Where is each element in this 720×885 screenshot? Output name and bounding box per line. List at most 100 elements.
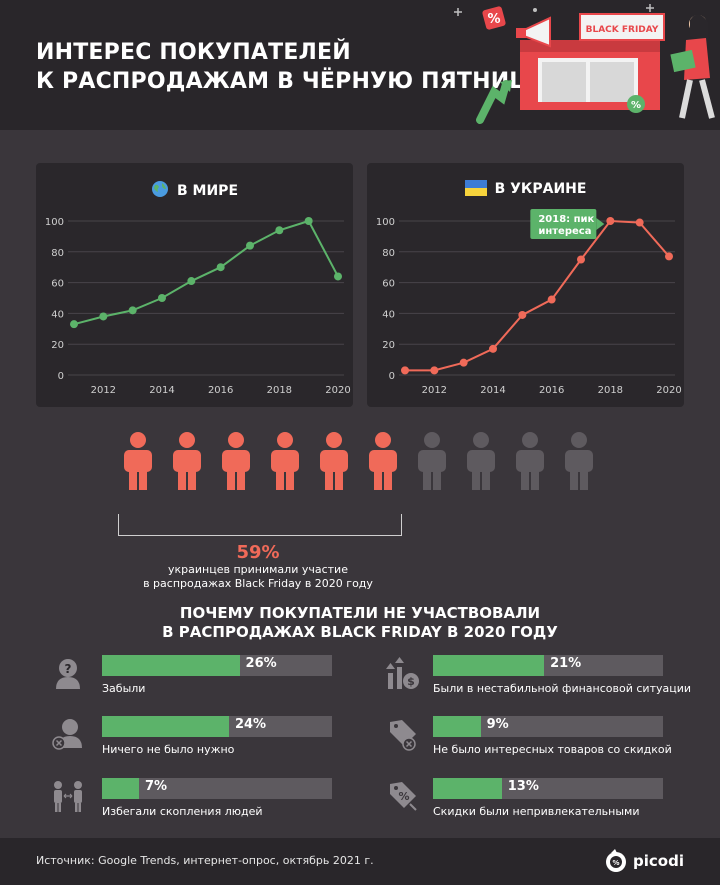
reason-label: Избегали скопления людей: [102, 805, 263, 818]
svg-text:%: %: [398, 790, 409, 803]
reason-item: 21% Были в нестабильной финансовой ситуа…: [433, 655, 720, 705]
reason-value: 24%: [234, 717, 267, 732]
svg-text:?: ?: [65, 662, 72, 676]
y-tick-label: 100: [45, 217, 64, 228]
page-title: ИНТЕРЕС ПОКУПАТЕЛЕЙ К РАСПРОДАЖАМ В ЧЁРН…: [36, 38, 547, 96]
person-icon: [516, 432, 544, 490]
x-tick-label: 2012: [91, 385, 116, 396]
finance-arrows-icon: $: [386, 657, 419, 689]
participation-caption-line-2: в распродажах Black Friday в 2020 году: [143, 577, 373, 590]
y-tick-label: 0: [389, 371, 395, 382]
participation-percent: 59%: [236, 542, 280, 563]
reason-value: 21%: [550, 656, 582, 671]
line-chart-world: 0 20 40 60 80 100 2012 2014 2016 2018 2020: [45, 217, 351, 396]
data-point: [518, 310, 527, 319]
reason-bar-fill: [433, 716, 481, 737]
reason-bar-track: [433, 778, 663, 799]
reason-item: 13% Скидки были непривлекательными: [433, 778, 720, 828]
chart-panel-ukraine: В УКРАИНЕ 0 20 40 60 80 100 2012 2014 2016 2018 20…: [367, 163, 684, 407]
reasons-title-line-2: В РАСПРОДАЖАХ BLACK FRIDAY В 2020 ГОДУ: [162, 623, 558, 641]
reason-bar-track: [433, 655, 663, 676]
data-point: [547, 295, 556, 304]
data-point: [334, 272, 342, 281]
picodi-logo-text: picodi: [633, 852, 684, 870]
svg-text:%: %: [487, 12, 500, 27]
people-icons-row: [124, 432, 593, 490]
y-tick-label: 20: [382, 340, 395, 351]
tag-percent-icon: %: [390, 782, 417, 811]
y-tick-label: 40: [382, 309, 395, 320]
reason-item: 9% Не было интересных товаров со скидкой: [433, 716, 720, 766]
reason-item: 7% Избегали скопления людей: [102, 778, 402, 828]
question-head-icon: ?: [56, 659, 80, 689]
y-tick-label: 60: [51, 279, 64, 290]
picodi-logo-icon: %: [606, 849, 626, 872]
person-icon: [418, 432, 446, 490]
x-tick-label: 2014: [480, 385, 505, 396]
x-tick-label: 2018: [267, 385, 292, 396]
header: ИНТЕРЕС ПОКУПАТЕЛЕЙ К РАСПРОДАЖАМ В ЧЁРН…: [0, 0, 720, 130]
highlight-bracket: [118, 514, 402, 536]
chart-panel-world: В МИРЕ 0 20 40 60 80 100 2012 2014 2016 2018 2020: [36, 163, 353, 407]
data-point: [665, 252, 673, 261]
y-tick-label: 100: [376, 217, 395, 228]
y-tick-label: 80: [382, 248, 395, 259]
person-icon: [173, 432, 201, 490]
reason-item: 26% Забыли: [102, 655, 402, 705]
reason-bar-fill: [102, 778, 140, 799]
x-tick-label: 2014: [149, 385, 174, 396]
x-tick-label: 2018: [598, 385, 623, 396]
reason-label: Скидки были непривлекательными: [433, 805, 640, 818]
person-icon: [565, 432, 593, 490]
data-point: [304, 217, 313, 225]
reason-value: 9%: [486, 717, 509, 732]
line-chart-ukraine: 0 20 40 60 80 100 2012 2014 2016 2018 2020 2018: пи…: [376, 209, 682, 396]
data-point: [577, 255, 585, 264]
source-text: Источник: Google Trends, интернет-опрос,…: [36, 854, 374, 867]
y-tick-label: 80: [51, 248, 64, 259]
participation-caption: украинцев принимали участие в распродажа…: [118, 563, 398, 591]
x-tick-label: 2016: [539, 385, 564, 396]
data-point: [635, 218, 644, 227]
data-point: [158, 294, 166, 302]
reason-bar-fill: [102, 716, 229, 737]
x-tick-label: 2012: [422, 385, 447, 396]
footer: Источник: Google Trends, интернет-опрос,…: [0, 838, 720, 885]
data-point: [70, 320, 78, 329]
svg-text:%: %: [612, 859, 619, 867]
person-icon: [271, 432, 299, 490]
data-point: [99, 312, 108, 321]
reason-bar-fill: [433, 778, 502, 799]
x-tick-label: 2020: [656, 385, 681, 396]
person-icon: [369, 432, 397, 490]
reason-bar-track: [433, 716, 663, 737]
reason-bar-track: [102, 655, 332, 676]
crowd-icon: [54, 781, 82, 812]
globe-icon: [151, 181, 168, 197]
person-icon: [222, 432, 250, 490]
chart-title-ukraine: В УКРАИНЕ: [367, 180, 684, 197]
page-title-line-2: К РАСПРОДАЖАМ В ЧЁРНУЮ ПЯТНИЦУ: [36, 69, 548, 94]
data-point: [275, 226, 284, 235]
reasons-title-line-1: ПОЧЕМУ ПОКУПАТЕЛИ НЕ УЧАСТВОВАЛИ: [179, 604, 541, 622]
reason-bar-track: [102, 716, 332, 737]
chart-title-world-text: В МИРЕ: [176, 183, 239, 199]
data-point: [459, 358, 468, 367]
svg-text:$: $: [407, 675, 415, 688]
reason-label: Были в нестабильной финансовой ситуации: [433, 682, 692, 695]
x-tick-label: 2016: [208, 385, 233, 396]
reason-value: 26%: [245, 656, 277, 671]
x-tick-label: 2020: [325, 385, 350, 396]
data-point: [489, 344, 497, 353]
annotation-line: 2018: пик: [538, 214, 594, 225]
y-tick-label: 40: [51, 309, 64, 320]
reason-item: 24% Ничего не было нужно: [102, 716, 402, 766]
data-point: [246, 241, 254, 250]
reasons-title: ПОЧЕМУ ПОКУПАТЕЛИ НЕ УЧАСТВОВАЛИ В РАСПР…: [0, 604, 720, 642]
person-icon: [320, 432, 348, 490]
data-point: [187, 277, 196, 286]
y-tick-label: 20: [51, 340, 64, 351]
page-title-line-1: ИНТЕРЕС ПОКУПАТЕЛЕЙ: [36, 40, 351, 65]
y-tick-label: 60: [382, 279, 395, 290]
